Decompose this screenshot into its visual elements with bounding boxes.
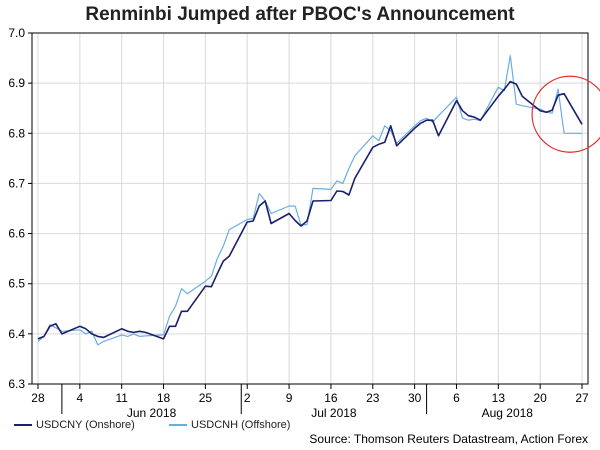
- x-tick-label: 2: [244, 391, 251, 405]
- chart-title: Renminbi Jumped after PBOC's Announcemen…: [85, 4, 515, 25]
- y-tick-label: 6.8: [8, 126, 25, 140]
- legend-item-offshore: USDCNH (Offshore): [169, 419, 290, 431]
- x-tick-label: 25: [199, 391, 213, 405]
- source-note: Source: Thomson Reuters Datastream, Acti…: [309, 432, 588, 446]
- legend-label-onshore: USDCNY (Onshore): [36, 419, 135, 431]
- legend-label-offshore: USDCNH (Offshore): [191, 419, 291, 431]
- y-tick-label: 6.6: [8, 227, 25, 241]
- y-tick-label: 6.9: [8, 76, 25, 90]
- series-line-usdcny: [37, 80, 583, 340]
- month-label: Jun 2018: [127, 406, 177, 420]
- y-tick-label: 6.7: [8, 176, 25, 190]
- x-tick-label: 4: [76, 391, 83, 405]
- x-tick-label: 11: [115, 391, 128, 405]
- legend-swatch-offshore: [169, 424, 187, 427]
- y-tick-label: 6.3: [8, 377, 25, 391]
- x-tick-label: 30: [408, 391, 422, 405]
- plot-frame: [31, 32, 589, 385]
- x-tick-label: 23: [366, 391, 380, 405]
- x-tick-label: 18: [157, 391, 171, 405]
- legend-item-onshore: USDCNY (Onshore): [14, 419, 135, 431]
- legend-swatch-onshore: [14, 424, 32, 427]
- y-tick-label: 6.5: [8, 277, 25, 291]
- axes: 6.3 6.4 6.5 6.6 6.7 6.8 6.9 7.0 28 4 11 18 25 2 9 16 23 3…: [8, 26, 589, 420]
- x-tick-label: 16: [324, 391, 338, 405]
- annotation-layer: [531, 75, 600, 153]
- y-tick-label: 7.0: [8, 26, 25, 40]
- grid: [32, 33, 588, 384]
- x-tick-label: 13: [492, 391, 506, 405]
- x-tick-label: 6: [453, 391, 460, 405]
- x-tick-label: 27: [575, 391, 589, 405]
- highlight-circle: [531, 75, 600, 153]
- month-label: Aug 2018: [482, 406, 534, 420]
- x-tick-label: 28: [31, 391, 45, 405]
- series-line-usdcnh: [37, 54, 582, 346]
- x-tick-label: 9: [286, 391, 293, 405]
- series-layer: [37, 54, 583, 346]
- y-tick-label: 6.4: [8, 327, 25, 341]
- x-tick-label: 20: [533, 391, 547, 405]
- month-label: Jul 2018: [311, 406, 357, 420]
